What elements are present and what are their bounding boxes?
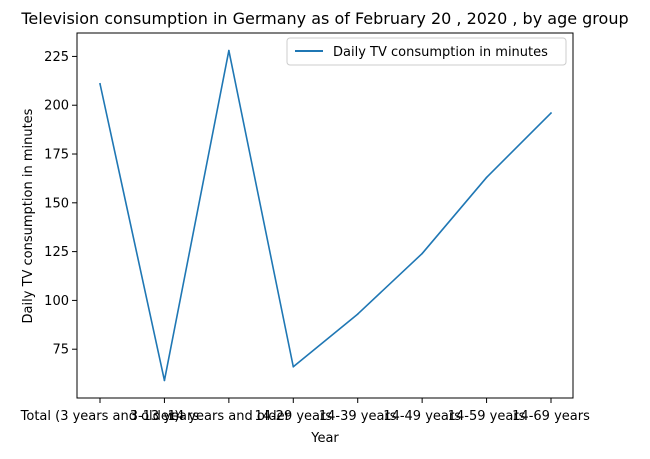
x-tick-label: 3-13 years (130, 409, 200, 424)
series-line (99, 49, 552, 382)
y-tick-label: 175 (44, 148, 69, 163)
legend: Daily TV consumption in minutes (286, 37, 567, 66)
y-axis-label: Daily TV consumption in minutes (21, 108, 36, 323)
x-tick-label: 14-29 years (254, 409, 332, 424)
y-tick-label: 200 (44, 99, 69, 114)
x-tick-label: 14-59 years (448, 409, 526, 424)
data-point (356, 313, 359, 315)
x-tick-label: 14-69 years (512, 409, 590, 424)
y-tick-label: 125 (44, 245, 69, 260)
y-tick-label: 75 (52, 343, 69, 358)
x-tick-label: 14-39 years (319, 409, 397, 424)
data-point (485, 176, 488, 179)
data-point (550, 112, 552, 114)
data-point (163, 379, 166, 382)
data-point (292, 365, 295, 368)
series-layer (99, 49, 552, 382)
data-point (421, 252, 423, 255)
y-tick-label: 225 (44, 50, 69, 65)
x-axis-label: Year (310, 431, 339, 446)
plot-frame (76, 32, 574, 399)
y-axis: 75 100 125 150 175 200 225 (44, 50, 77, 358)
data-point (228, 49, 230, 52)
legend-label: Daily TV consumption in minutes (333, 45, 548, 60)
x-tick-label: 14-49 years (383, 409, 461, 424)
y-tick-label: 100 (44, 294, 69, 309)
data-point (99, 82, 101, 85)
y-tick-label: 150 (44, 196, 69, 211)
x-tick-label: 14 years and older (168, 409, 291, 424)
chart-title: Television consumption in Germany as of … (20, 9, 628, 28)
x-tick-label: Total (3 years and older) (20, 409, 180, 424)
legend-box (286, 37, 567, 66)
